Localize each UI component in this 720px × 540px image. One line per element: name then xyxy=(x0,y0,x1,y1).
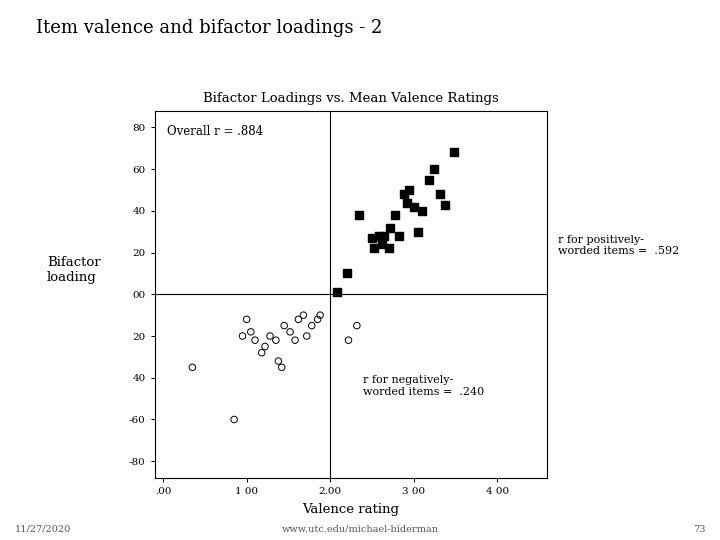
Text: r for negatively-
worded items =  .240: r for negatively- worded items = .240 xyxy=(363,375,484,397)
Point xyxy=(249,336,261,345)
X-axis label: Valence rating: Valence rating xyxy=(302,503,400,516)
Text: www.utc.edu/michael-biderman: www.utc.edu/michael-biderman xyxy=(282,524,438,534)
Point xyxy=(393,232,405,240)
Point xyxy=(292,315,304,323)
Point xyxy=(228,415,240,424)
Point xyxy=(312,315,323,323)
Point xyxy=(276,363,287,372)
Point xyxy=(186,363,198,372)
Point xyxy=(435,190,446,199)
Point xyxy=(384,223,396,232)
Point xyxy=(301,332,312,340)
Point xyxy=(440,200,451,209)
Point xyxy=(401,198,413,207)
Point xyxy=(273,357,284,366)
Point xyxy=(390,211,401,219)
Title: Bifactor Loadings vs. Mean Valence Ratings: Bifactor Loadings vs. Mean Valence Ratin… xyxy=(203,92,499,105)
Point xyxy=(423,175,434,184)
Point xyxy=(416,206,428,215)
Point xyxy=(270,336,282,345)
Text: 73: 73 xyxy=(693,524,706,534)
Point xyxy=(284,328,296,336)
Text: Bifactor
loading: Bifactor loading xyxy=(47,256,100,284)
Point xyxy=(341,269,353,278)
Point xyxy=(279,321,290,330)
Point xyxy=(264,332,276,340)
Text: 11/27/2020: 11/27/2020 xyxy=(14,524,71,534)
Text: Overall r = .884: Overall r = .884 xyxy=(166,125,263,138)
Point xyxy=(366,234,377,242)
Point xyxy=(379,232,390,240)
Point xyxy=(428,165,440,173)
Point xyxy=(331,288,343,296)
Point xyxy=(354,211,365,219)
Point xyxy=(256,348,267,357)
Text: Item valence and bifactor loadings - 2: Item valence and bifactor loadings - 2 xyxy=(36,19,382,37)
Point xyxy=(408,202,419,211)
Point xyxy=(259,342,271,351)
Point xyxy=(237,332,248,340)
Point xyxy=(404,186,415,194)
Point xyxy=(297,311,309,320)
Point xyxy=(315,311,326,320)
Point xyxy=(289,336,301,345)
Point xyxy=(351,321,363,330)
Point xyxy=(245,328,256,336)
Point xyxy=(368,244,379,253)
Point xyxy=(373,232,384,240)
Point xyxy=(398,190,410,199)
Point xyxy=(383,244,395,253)
Point xyxy=(306,321,318,330)
Point xyxy=(241,315,253,323)
Point xyxy=(412,227,423,236)
Point xyxy=(448,148,459,157)
Point xyxy=(376,240,387,248)
Text: r for positively-
worded items =  .592: r for positively- worded items = .592 xyxy=(558,235,679,256)
Point xyxy=(343,336,354,345)
